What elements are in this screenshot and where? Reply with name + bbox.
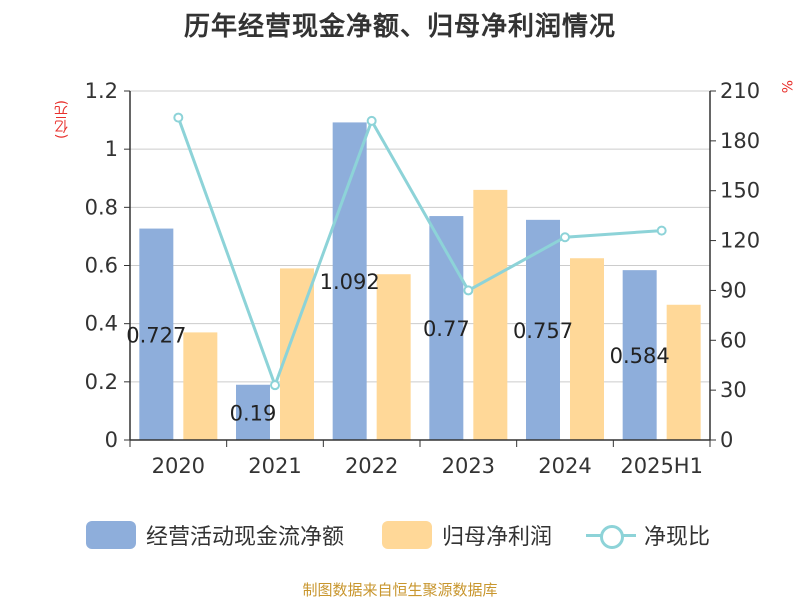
legend-item-operating-cash[interactable]: 经营活动现金流净额	[86, 515, 344, 555]
left-tick-label: 0.4	[85, 312, 118, 336]
left-tick-label: 1.2	[85, 79, 118, 103]
right-tick-label: 210	[720, 79, 760, 103]
legend-label: 归母净利润	[442, 525, 553, 550]
legend-item-net-profit[interactable]: 归母净利润	[382, 515, 552, 555]
ratio-point	[656, 225, 667, 236]
source-note: 制图数据来自恒生聚源数据库	[302, 581, 498, 599]
chart-title: 历年经营现金净额、归母净利润情况	[183, 12, 616, 42]
right-tick-label: 90	[720, 278, 747, 302]
data-label-operating-cash: 1.092	[320, 270, 380, 294]
x-tick-label: 2024	[538, 454, 591, 478]
ratio-point	[173, 112, 184, 123]
data-label-operating-cash: 0.757	[513, 319, 573, 343]
ratio-point	[463, 285, 474, 296]
bar-operating-cash	[622, 270, 657, 440]
left-tick-label: 0.6	[85, 254, 118, 278]
bar-net-profit	[376, 274, 411, 440]
x-tick-label: 2023	[442, 454, 495, 478]
chart-axes: 0 0.2 0.4 0.6 0.8 1 1.2 0 30 60 90 120 150 180 210 2020…	[85, 79, 761, 478]
left-tick-label: 0.2	[85, 370, 118, 394]
bar-operating-cash	[236, 384, 270, 440]
legend-item-ratio[interactable]: 净现比	[586, 515, 710, 555]
left-tick-label: 0	[105, 428, 118, 452]
bar-operating-cash	[139, 228, 174, 440]
x-tick-label: 2020	[152, 454, 205, 478]
legend-label: 经营活动现金流净额	[146, 525, 345, 550]
ratio-point	[270, 380, 280, 391]
right-tick-label: 0	[720, 428, 733, 452]
right-tick-label: 30	[720, 378, 747, 402]
right-tick-label: 120	[720, 229, 760, 253]
ratio-point	[366, 115, 377, 126]
bar-net-profit	[473, 189, 508, 440]
left-tick-label: 1	[105, 137, 118, 161]
data-label-operating-cash: 0.77	[423, 317, 470, 341]
legend-label: 净现比	[644, 525, 711, 550]
legend-swatch-operating-cash	[86, 521, 136, 549]
legend-swatch-net-profit	[382, 521, 432, 549]
bar-net-profit	[183, 332, 218, 440]
bar-net-profit	[570, 258, 604, 440]
grid-lines	[130, 90, 710, 383]
ratio-line	[176, 117, 662, 390]
bar-operating-cash	[332, 122, 367, 440]
data-label-operating-cash: 0.584	[610, 344, 670, 368]
data-labels: 0.727 0.19 1.092 0.77 0.757 0.584	[126, 270, 669, 425]
bar-net-profit	[666, 304, 701, 440]
x-tick-label: 2022	[345, 454, 398, 478]
x-tick-label: 2021	[248, 454, 301, 478]
right-tick-label: 150	[720, 179, 760, 203]
left-tick-label: 0.8	[85, 195, 118, 219]
ratio-line-series	[173, 112, 667, 391]
x-tick-label: 2025H1	[620, 454, 703, 478]
right-tick-label: 180	[720, 129, 760, 153]
legend: 经营活动现金流净额 归母净利润 净现比	[0, 515, 800, 555]
data-label-operating-cash: 0.19	[230, 401, 277, 425]
ratio-point	[560, 232, 570, 243]
line-marker-icon	[586, 521, 636, 549]
right-tick-label: 60	[720, 328, 747, 352]
right-axis-unit: %	[778, 80, 794, 94]
bar-series	[139, 122, 701, 440]
data-label-operating-cash: 0.727	[126, 323, 186, 347]
